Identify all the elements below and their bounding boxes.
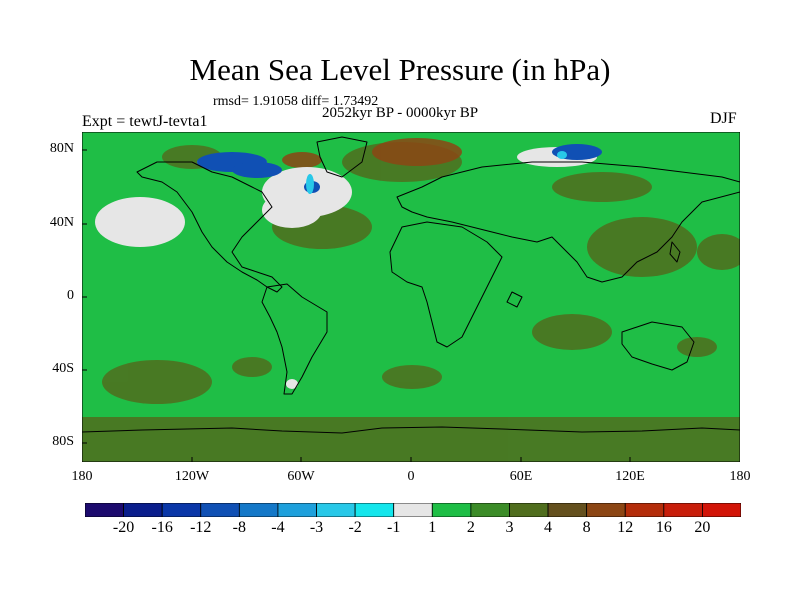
colorbar-tick-label: 3 [505, 519, 514, 536]
colorbar-tick-label: -16 [151, 519, 173, 536]
light-negative-regions [306, 151, 567, 194]
lat-label-80n: 80N [49, 141, 74, 156]
colorbar-tick-label: -12 [190, 519, 212, 536]
colorbar-tick-label: 16 [655, 519, 672, 536]
lat-label-0: 0 [67, 288, 74, 303]
colorbar-swatch [547, 503, 588, 517]
positive-anomaly-regions [82, 142, 740, 462]
colorbar-swatch [509, 503, 549, 517]
colorbar-swatch [85, 503, 124, 517]
map-panel [82, 132, 740, 462]
colorbar-tick-label: -1 [387, 519, 401, 536]
colorbar-tick-label: 12 [617, 519, 634, 536]
lat-label-40n: 40N [49, 215, 74, 230]
colorbar-swatch [238, 503, 279, 517]
colorbar-swatch [354, 503, 395, 517]
colorbar-swatch [431, 503, 472, 517]
plot-title: Mean Sea Level Pressure (in hPa) [189, 52, 611, 87]
colorbar-swatch [624, 503, 665, 517]
lon-label-60e: 60E [509, 469, 533, 484]
colorbar-swatch [470, 503, 510, 517]
lon-label-60w: 60W [287, 469, 315, 484]
colorbar-swatch [586, 503, 626, 517]
rmsd-diff-stats: rmsd= 1.91058 diff= 1.73492 [213, 94, 379, 109]
colorbar-tick-label: 20 [694, 519, 711, 536]
colorbar-swatch [702, 503, 741, 517]
experiment-label: Expt = tewtJ-tevta1 [82, 113, 208, 130]
time-period-label: 2052kyr BP - 0000kyr BP [322, 105, 479, 121]
colorbar-tick-label: -3 [309, 519, 324, 536]
strong-positive-regions [282, 138, 462, 168]
colorbar [85, 503, 741, 517]
colorbar-swatch [161, 503, 202, 517]
colorbar-tick-label: 8 [582, 519, 591, 536]
colorbar-tick-label: 2 [466, 519, 475, 536]
lat-label-40s: 40S [52, 361, 74, 376]
colorbar-swatch [393, 503, 433, 517]
axis-ticks [82, 149, 631, 462]
colorbar-tick-label: -2 [348, 519, 362, 536]
lon-label-180e: 180 [729, 469, 751, 484]
colorbar-swatch [200, 503, 240, 517]
colorbar-swatch [277, 503, 317, 517]
lon-label-180w: 180 [71, 469, 93, 484]
colorbar-swatch [316, 503, 356, 517]
colorbar-tick-label: 1 [428, 519, 437, 536]
colorbar-swatch [663, 503, 703, 517]
colorbar-tick-label: 4 [544, 519, 553, 536]
colorbar-tick-label: -8 [232, 519, 246, 536]
lon-label-0: 0 [407, 469, 415, 484]
colorbar-tick-label: -20 [112, 519, 135, 536]
lat-label-80s: 80S [52, 434, 74, 449]
coastlines [82, 136, 740, 434]
lon-label-120e: 120E [615, 469, 645, 484]
colorbar-tick-label: -4 [271, 519, 285, 536]
season-label: DJF [710, 110, 737, 127]
lon-label-120w: 120W [174, 469, 210, 484]
colorbar-swatch [123, 503, 163, 517]
